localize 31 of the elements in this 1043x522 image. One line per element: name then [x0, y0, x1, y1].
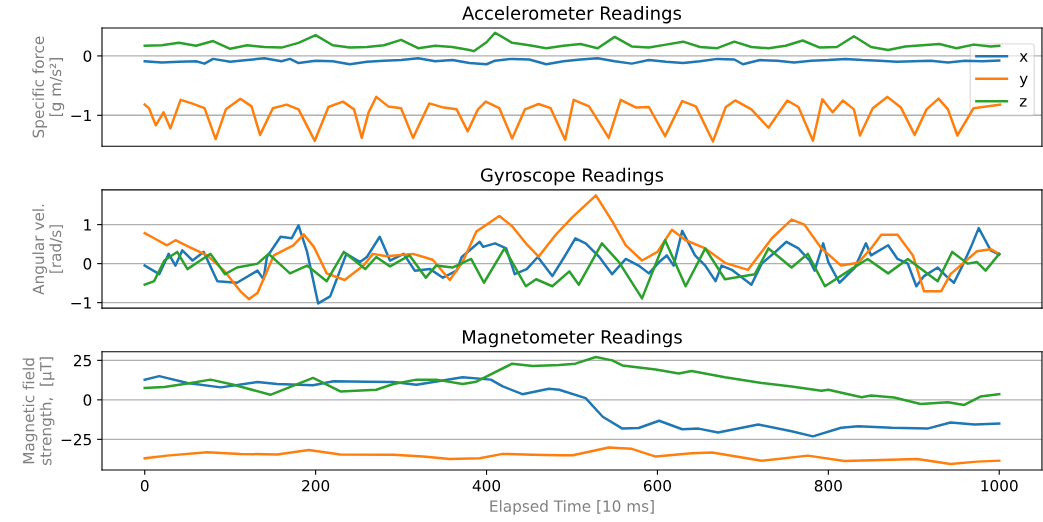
y-axis-title: Magnetic field strength, [μT]	[22, 357, 55, 466]
y-axis-title: Specific force [g m/s²]	[32, 36, 65, 138]
y-tick-label: 0	[83, 394, 92, 406]
y-axis-title: Angular vel. [rad/s]	[32, 204, 64, 295]
x-tick-label: 600	[643, 479, 671, 492]
y-tick-label: 0	[83, 258, 92, 270]
chart-title: Magnetometer Readings	[462, 329, 682, 348]
y-tick-label: −1	[71, 109, 91, 122]
x-tick-label: 200	[302, 479, 330, 492]
chart-title: Gyroscope Readings	[480, 167, 664, 186]
chart-title: Accelerometer Readings	[462, 5, 682, 24]
x-tick-label: 800	[814, 479, 842, 492]
x-tick-label: 0	[140, 479, 149, 492]
y-tick-label: −1	[71, 297, 91, 309]
line-series	[143, 194, 1001, 301]
line-series	[143, 446, 1001, 466]
legend-label: z	[1019, 98, 1027, 107]
line-series	[143, 31, 1001, 53]
legend-label: x	[1019, 53, 1028, 62]
line-series	[143, 355, 1001, 407]
y-tick-label: 0	[83, 50, 92, 62]
y-tick-label: 1	[84, 219, 91, 231]
line-series	[143, 95, 1002, 143]
line-series	[143, 238, 1001, 300]
x-axis-title: Elapsed Time [10 ms]	[490, 500, 654, 515]
legend-label: y	[1019, 75, 1028, 88]
y-tick-label: −25	[61, 433, 91, 446]
y-tick-label: 25	[73, 354, 91, 367]
x-tick-label: 400	[472, 479, 501, 492]
x-tick-label: 1000	[981, 479, 1018, 492]
line-series	[143, 374, 1001, 438]
